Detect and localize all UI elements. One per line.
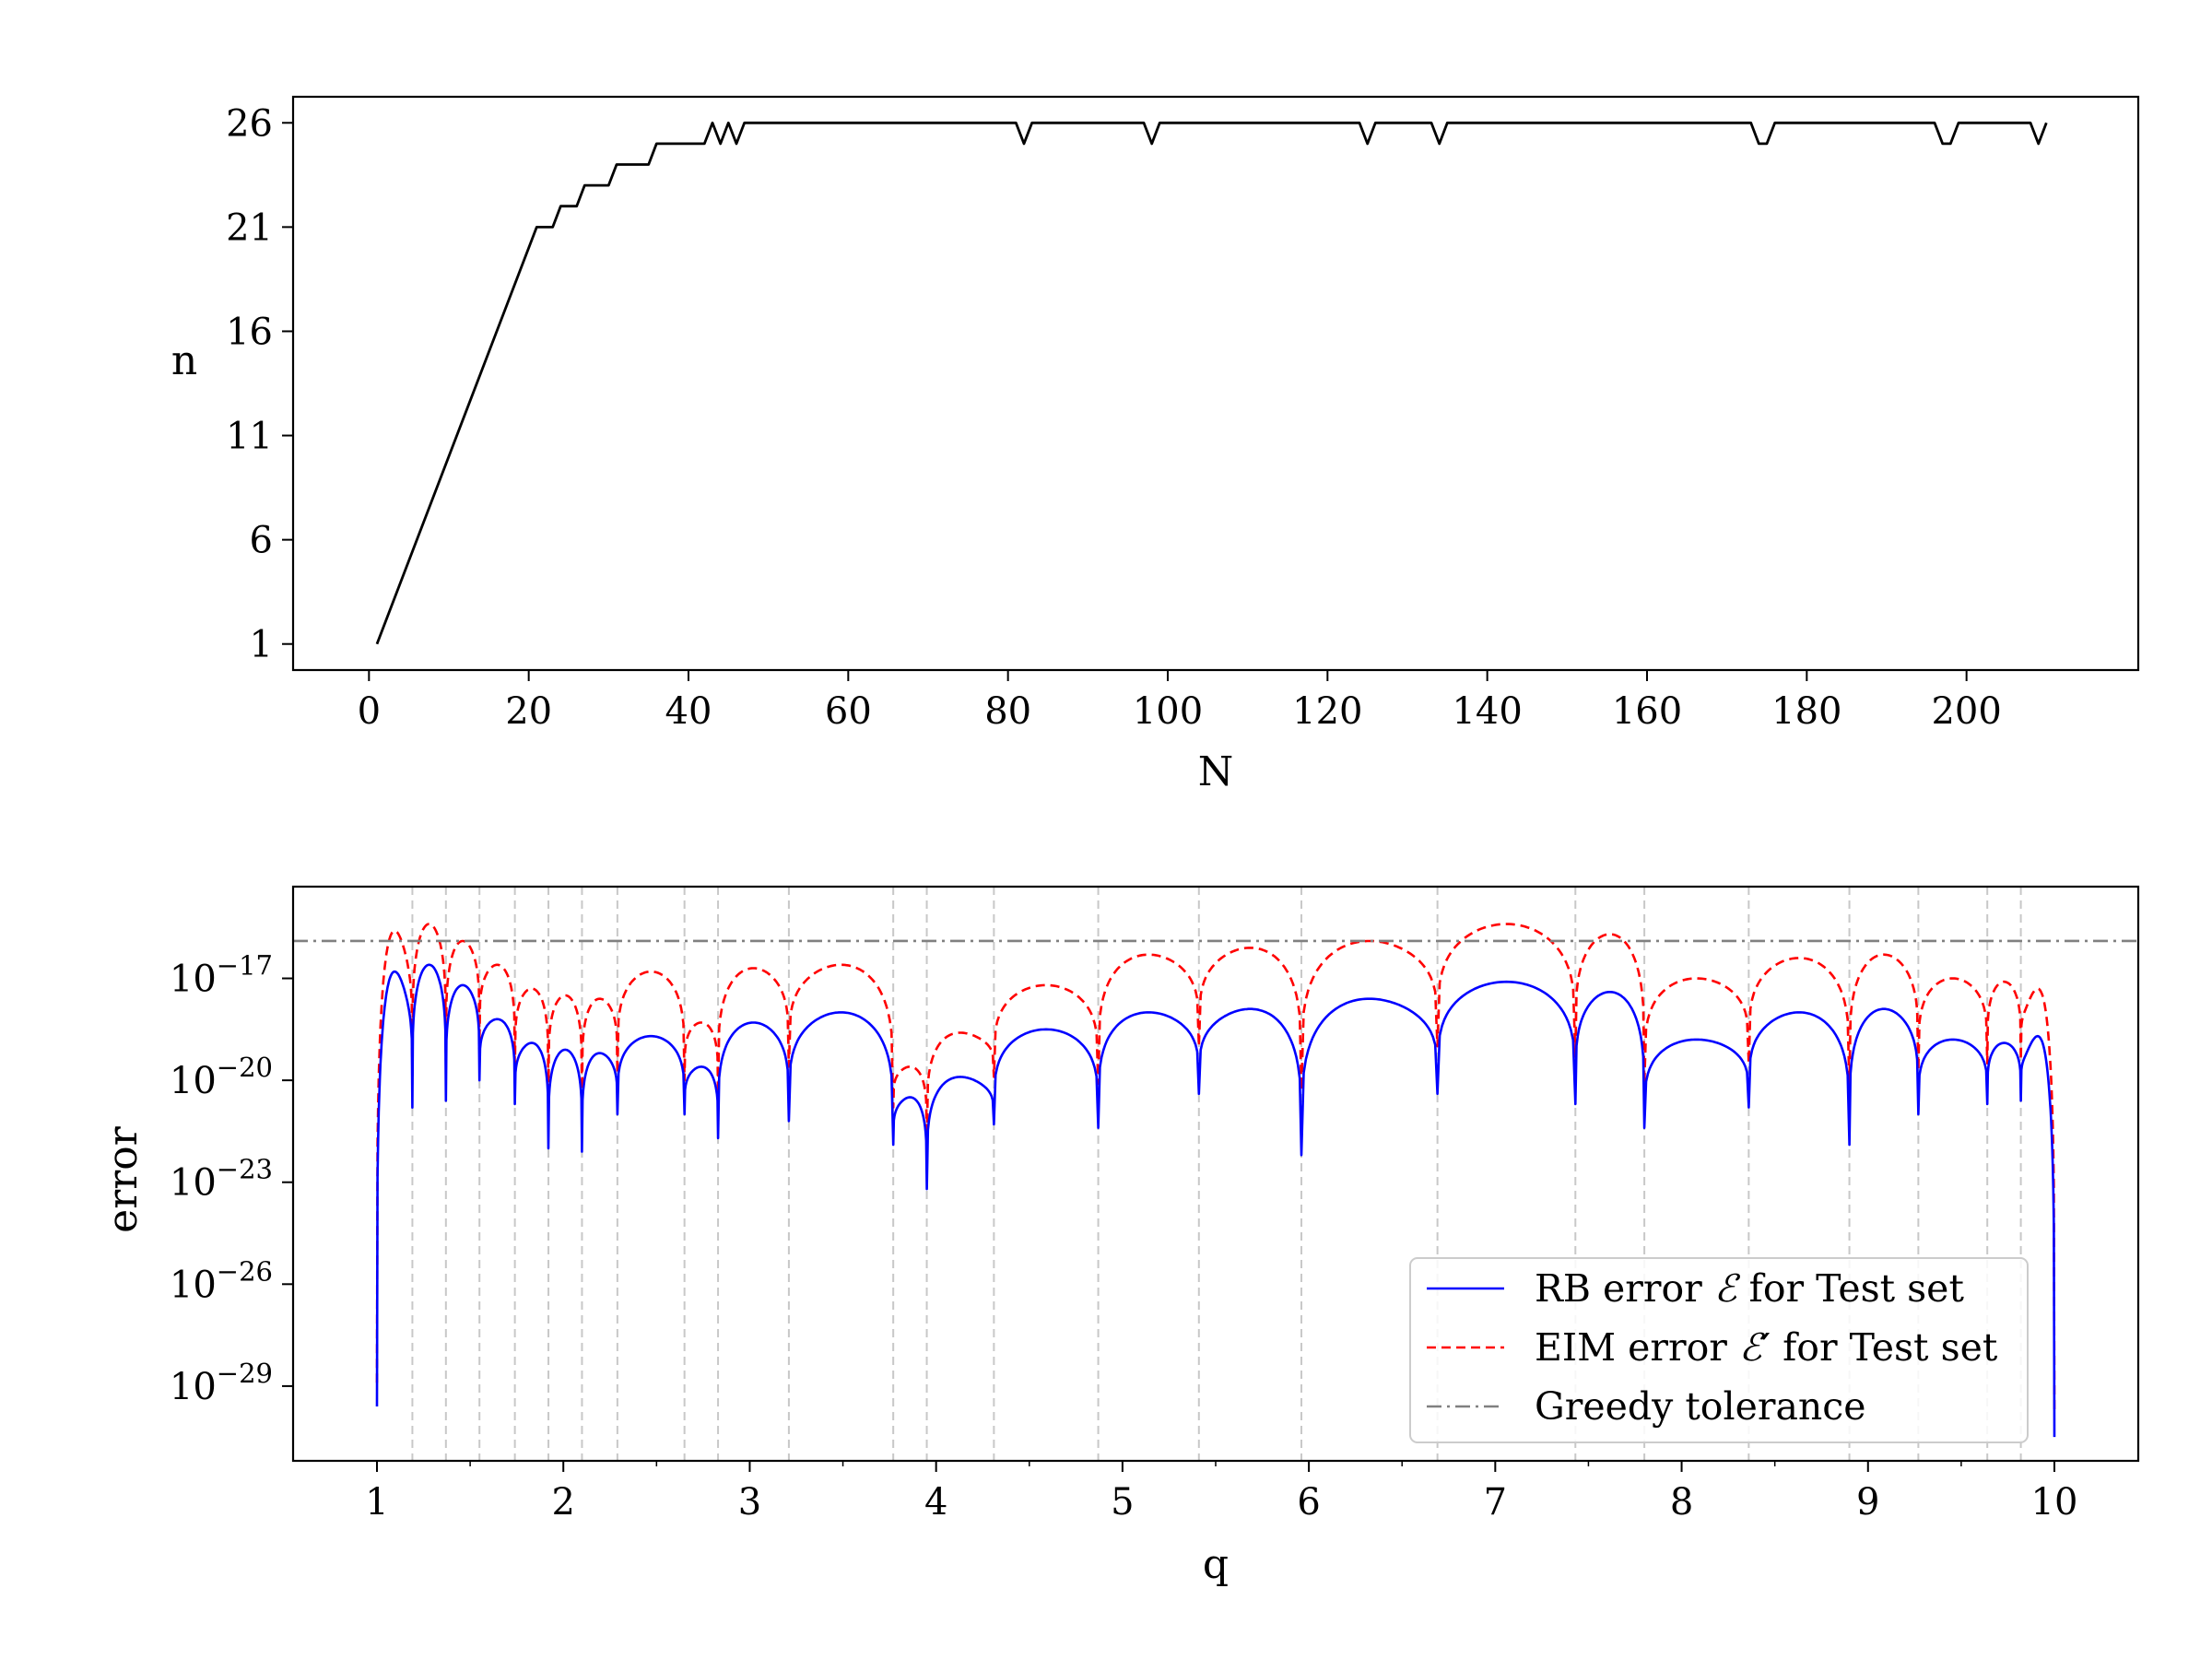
bottom-x-tick-label: 8 <box>1670 1481 1693 1524</box>
bottom-plot-area <box>293 887 2138 1461</box>
top-x-tick-label: 20 <box>505 690 552 733</box>
top-series-line-0 <box>375 121 2048 645</box>
bottom-x-tick-label: 3 <box>738 1481 761 1524</box>
legend-tolerance-label: Greedy tolerance <box>1535 1384 1866 1429</box>
top-y-tick-label: 21 <box>226 206 273 249</box>
rb-error-line <box>375 963 2056 1438</box>
top-axes-frame <box>291 95 2140 672</box>
top-x-tick-label: 60 <box>825 690 872 733</box>
top-x-tick-label: 100 <box>1133 690 1203 733</box>
bottom-x-axis-title: q <box>1203 1541 1229 1588</box>
top-y-axis-title: n <box>171 337 197 384</box>
top-x-tick-label: 0 <box>358 690 381 733</box>
legend-rb-label: RB error ℰ for Test set <box>1535 1266 1964 1311</box>
bottom-x-tick-label: 7 <box>1484 1481 1507 1524</box>
top-x-tick-label: 140 <box>1452 690 1522 733</box>
bottom-x-tick-label: 1 <box>365 1481 388 1524</box>
top-x-axis: 0 20 40 60 80 100 120 140 160 180 200 <box>358 670 2002 733</box>
top-y-tick-label: 16 <box>226 311 273 353</box>
top-x-tick-label: 80 <box>984 690 1031 733</box>
top-x-tick-label: 200 <box>1931 690 2001 733</box>
bottom-y-axis-title: error <box>100 1125 147 1233</box>
bottom-x-tick-label: 10 <box>2031 1481 2078 1524</box>
top-y-tick-label: 1 <box>250 624 273 666</box>
top-y-tick-label: 11 <box>226 416 273 458</box>
top-y-tick-label: 26 <box>226 102 273 145</box>
top-x-axis-title: N <box>1198 748 1234 795</box>
bottom-y-axis: 10−17 10−20 10−23 10−26 10−29 <box>170 950 293 1408</box>
bottom-y-tick-label: 10−17 <box>170 950 273 1001</box>
legend: RB error ℰ for Test set EIM error ℰ′ for… <box>1409 1257 2029 1443</box>
top-plot-area <box>375 121 2048 645</box>
eim-error-line <box>375 923 2056 1414</box>
bottom-y-tick-label: 10−26 <box>170 1255 273 1306</box>
legend-eim-label: EIM error ℰ′ for Test set <box>1535 1325 1998 1370</box>
top-x-tick-label: 160 <box>1612 690 1682 733</box>
top-x-tick-label: 40 <box>665 690 712 733</box>
top-x-tick-label: 180 <box>1771 690 1841 733</box>
legend-frame <box>1409 1257 2029 1443</box>
bottom-x-tick-label: 5 <box>1111 1481 1134 1524</box>
bottom-x-tick-label: 6 <box>1297 1481 1320 1524</box>
bottom-x-tick-label: 9 <box>1856 1481 1879 1524</box>
top-y-tick-label: 6 <box>250 520 273 562</box>
bottom-x-tick-label: 2 <box>551 1481 574 1524</box>
top-x-tick-label: 120 <box>1292 690 1362 733</box>
bottom-y-tick-label: 10−20 <box>170 1052 273 1102</box>
bottom-x-tick-label: 4 <box>924 1481 947 1524</box>
bottom-x-axis: 1 2 3 4 5 6 7 8 9 10 <box>365 1461 2077 1524</box>
bottom-y-tick-label: 10−23 <box>170 1154 273 1205</box>
bottom-y-tick-label: 10−29 <box>170 1358 273 1408</box>
